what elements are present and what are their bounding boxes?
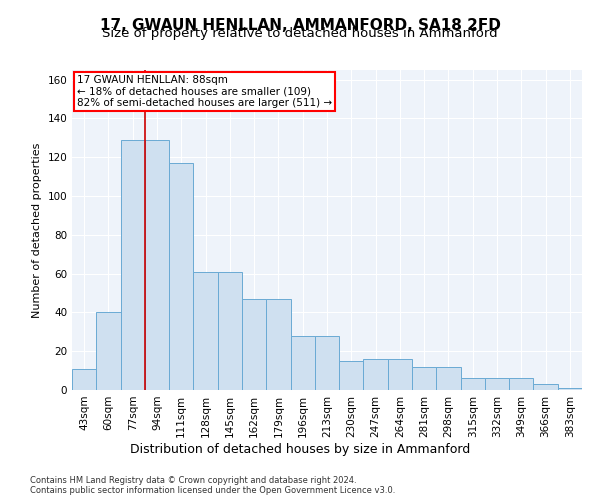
Bar — [290, 336, 315, 390]
Bar — [412, 366, 436, 390]
Bar — [364, 359, 388, 390]
Bar — [121, 140, 145, 390]
Bar — [169, 163, 193, 390]
Bar — [218, 272, 242, 390]
Text: 17, GWAUN HENLLAN, AMMANFORD, SA18 2FD: 17, GWAUN HENLLAN, AMMANFORD, SA18 2FD — [100, 18, 500, 32]
Bar — [388, 359, 412, 390]
Y-axis label: Number of detached properties: Number of detached properties — [32, 142, 42, 318]
Bar — [436, 366, 461, 390]
Bar — [242, 299, 266, 390]
Text: 17 GWAUN HENLLAN: 88sqm
← 18% of detached houses are smaller (109)
82% of semi-d: 17 GWAUN HENLLAN: 88sqm ← 18% of detache… — [77, 75, 332, 108]
Bar — [509, 378, 533, 390]
Bar — [72, 368, 96, 390]
Bar — [558, 388, 582, 390]
Bar — [533, 384, 558, 390]
Bar — [266, 299, 290, 390]
Bar — [315, 336, 339, 390]
Bar — [193, 272, 218, 390]
Bar — [485, 378, 509, 390]
Text: Contains HM Land Registry data © Crown copyright and database right 2024.
Contai: Contains HM Land Registry data © Crown c… — [30, 476, 395, 495]
Bar — [339, 361, 364, 390]
Bar — [461, 378, 485, 390]
Text: Distribution of detached houses by size in Ammanford: Distribution of detached houses by size … — [130, 442, 470, 456]
Bar — [96, 312, 121, 390]
Text: Size of property relative to detached houses in Ammanford: Size of property relative to detached ho… — [102, 28, 498, 40]
Bar — [145, 140, 169, 390]
